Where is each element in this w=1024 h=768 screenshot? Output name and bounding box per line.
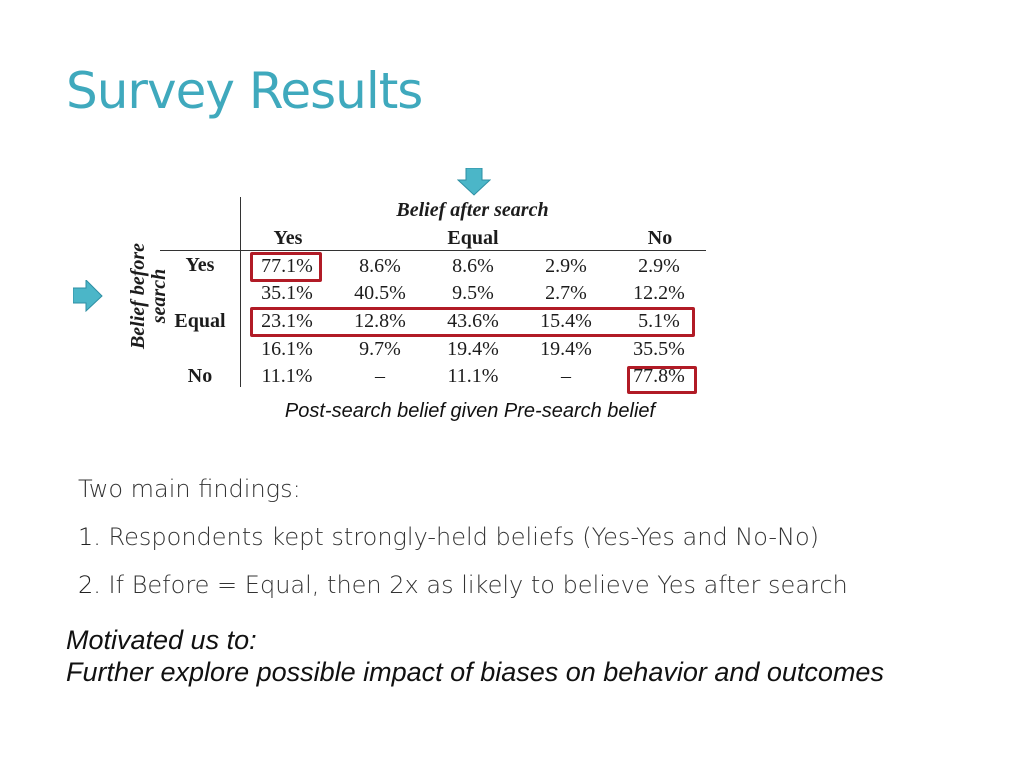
table-cell: 2.7% <box>545 282 587 304</box>
finding-number: 2. <box>78 571 101 599</box>
finding-text: If Before = Equal, then 2x as likely to … <box>108 571 848 599</box>
table-cell: 16.1% <box>261 338 313 360</box>
table-cell: 77.1% <box>261 255 313 277</box>
highlight-box-no-no <box>627 366 697 394</box>
col-header-yes: Yes <box>273 227 303 249</box>
table-cell: 23.1% <box>261 310 313 332</box>
table-cell: 8.6% <box>452 255 494 277</box>
finding-item-2: 2. If Before = Equal, then 2x as likely … <box>78 568 848 616</box>
highlight-box-equal-row <box>250 307 695 337</box>
finding-number: 1. <box>78 523 101 551</box>
row-header-equal: Equal <box>174 310 226 332</box>
row-group-header: Belief before search <box>127 242 170 350</box>
findings-intro: Two main findings: <box>78 475 301 503</box>
row-header-yes: Yes <box>185 254 215 276</box>
slide-title: Survey Results <box>66 62 423 120</box>
table-cell: 11.1% <box>447 365 499 387</box>
highlight-box-yes-yes <box>250 252 322 282</box>
table-cell: 19.4% <box>540 338 592 360</box>
table-cell: 2.9% <box>545 255 587 277</box>
findings-list: Two main findings: 1. Respondents kept s… <box>78 472 848 616</box>
table-cell: – <box>375 365 385 387</box>
motivation-block: Motivated us to: Further explore possibl… <box>66 624 884 688</box>
right-arrow-icon <box>73 280 103 312</box>
col-header-no: No <box>647 227 673 249</box>
table-cell: 35.5% <box>633 338 685 360</box>
table-cell: 19.4% <box>447 338 499 360</box>
table-cell: 11.1% <box>261 365 313 387</box>
table-cell: 9.7% <box>359 338 401 360</box>
motivation-line-1: Motivated us to: <box>66 625 257 655</box>
table-cell: 15.4% <box>540 310 592 332</box>
table-cell: 2.9% <box>638 255 680 277</box>
table-cell: 5.1% <box>638 310 680 332</box>
down-arrow-icon <box>457 168 491 196</box>
table-cell: 43.6% <box>447 310 499 332</box>
table-vertical-rule <box>240 197 241 387</box>
table-caption: Post-search belief given Pre-search beli… <box>284 400 656 422</box>
table-cell: – <box>561 365 571 387</box>
table-cell: 35.1% <box>261 282 313 304</box>
finding-item-1: 1. Respondents kept strongly-held belief… <box>78 520 848 568</box>
motivation-line-2: Further explore possible impact of biase… <box>66 657 884 687</box>
col-header-equal: Equal <box>447 227 499 249</box>
table-cell: 12.8% <box>354 310 406 332</box>
table-cell: 9.5% <box>452 282 494 304</box>
table-cell: 77.8% <box>633 365 685 387</box>
finding-text: Respondents kept strongly-held beliefs (… <box>108 523 820 551</box>
col-group-header: Belief after search <box>396 199 549 221</box>
table-cell: 40.5% <box>354 282 406 304</box>
table-horizontal-rule <box>160 250 706 251</box>
row-header-no: No <box>187 365 213 387</box>
table-cell: 12.2% <box>633 282 685 304</box>
table-cell: 8.6% <box>359 255 401 277</box>
